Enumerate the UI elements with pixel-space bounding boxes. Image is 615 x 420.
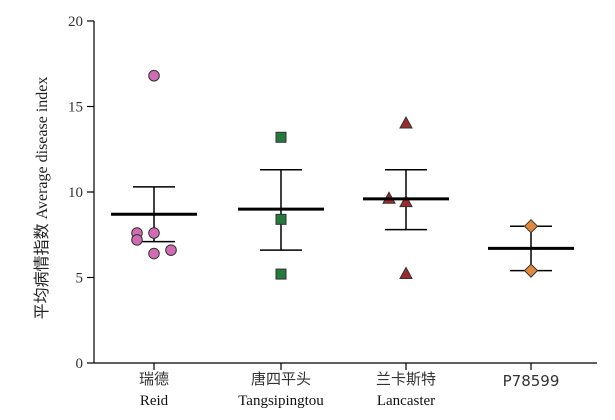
x-category-label-en: Lancaster [377,393,435,409]
y-tick-label: 10 [68,185,83,201]
data-point [165,244,177,256]
data-point [523,263,539,278]
data-point [131,234,143,246]
chart-marks [111,69,574,280]
data-point [275,268,287,280]
y-tick-label: 20 [68,14,83,30]
data-point [523,218,539,234]
x-category-label-en: Tangsipingtou [238,393,324,409]
chart-axes: 0 5 10 15 20 瑞德 Reid 唐四平头 Tangsipingtou 兰卡斯特 Lanca… [68,14,597,409]
data-point [148,69,160,82]
x-category-label-cn: 唐四平头 [251,370,311,388]
x-category-label-en: P78599 [503,372,560,390]
y-tick-label: 0 [76,356,84,372]
y-tick-label: 5 [76,271,84,287]
data-point [148,227,160,239]
data-point [148,247,160,260]
data-point [399,115,413,129]
data-point [275,131,287,143]
x-category-label-en: Reid [140,393,169,409]
y-tick-label: 15 [68,100,83,116]
data-point [275,213,287,225]
data-point [399,194,413,208]
x-category-label-cn: 瑞德 [139,370,169,388]
y-axis-label: 平均病情指数 Average disease index [33,77,51,320]
data-point [399,266,413,279]
x-category-label-cn: 兰卡斯特 [376,370,436,388]
